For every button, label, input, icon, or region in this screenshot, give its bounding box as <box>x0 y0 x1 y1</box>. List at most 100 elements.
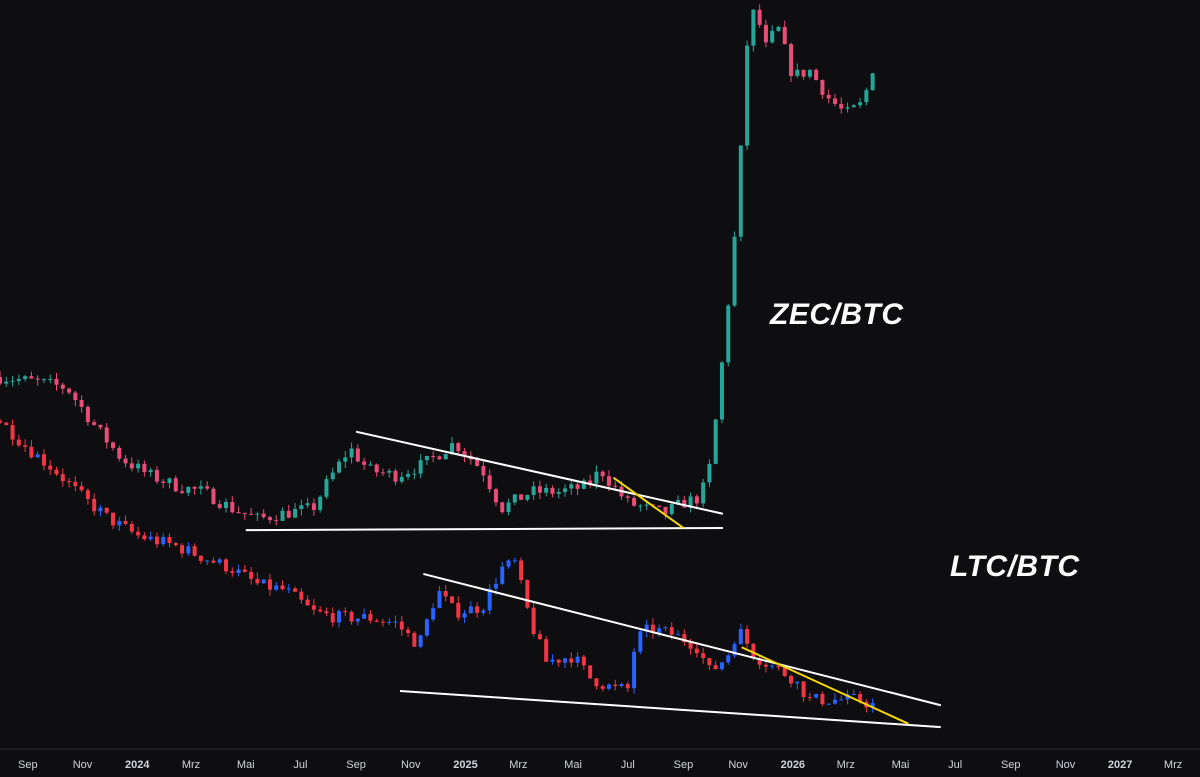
ltc-candle-body <box>870 703 875 708</box>
zec-candle-body <box>688 496 693 508</box>
zec-candle-body <box>186 486 191 493</box>
zec-candle-body <box>267 517 272 521</box>
zec-candle-body <box>431 456 436 458</box>
trendline-white[interactable] <box>399 690 941 729</box>
zec-candle-body <box>293 508 298 518</box>
zec-candle-body <box>355 448 360 462</box>
ltc-candle-body <box>98 507 103 512</box>
zec-candle-body <box>211 488 216 505</box>
zec-candle <box>41 378 46 384</box>
ltc-candle-body <box>619 684 624 686</box>
zec-candle <box>23 374 28 382</box>
zec-candle <box>198 480 203 495</box>
zec-candle <box>807 68 812 79</box>
ltc-candle-body <box>280 585 285 590</box>
ltc-candle <box>29 440 34 459</box>
x-tick-label: Nov <box>73 759 93 771</box>
trendline-white[interactable] <box>355 430 724 515</box>
ltc-candle-body <box>770 665 775 667</box>
ltc-candle <box>569 652 574 668</box>
x-tick-label: Nov <box>728 759 748 771</box>
zec-candle-body <box>79 399 84 407</box>
ltc-candle-body <box>638 631 643 652</box>
zec-candle-body <box>242 512 247 514</box>
ltc-candle <box>650 618 655 639</box>
ltc-candle-body <box>632 651 637 689</box>
zec-candle-body <box>173 478 178 492</box>
ltc-candle <box>738 623 743 645</box>
x-tick-label: 2027 <box>1108 759 1132 771</box>
zec-candle <box>180 484 185 495</box>
zec-candle <box>688 492 693 513</box>
zec-candle-body <box>537 486 542 493</box>
ltc-candle <box>694 642 699 658</box>
zec-candle <box>318 495 323 513</box>
ltc-candle-body <box>481 610 486 613</box>
zec-candle <box>123 455 128 468</box>
zec-candle-body <box>613 485 618 487</box>
zec-candle-body <box>550 487 555 494</box>
zec-candle-body <box>807 69 812 77</box>
zec-candle <box>261 509 266 519</box>
zec-candle <box>85 405 90 426</box>
ltc-candle-body <box>412 633 417 647</box>
zec-candle-body <box>763 24 768 43</box>
x-tick-label: Mai <box>892 759 910 771</box>
zec-candle <box>669 502 674 516</box>
zec-candle <box>870 72 875 91</box>
ltc-candle <box>594 677 599 690</box>
zec-candle-body <box>751 9 756 46</box>
ltc-candle-body <box>475 606 480 613</box>
ltc-candle-body <box>694 648 699 654</box>
ltc-candle-body <box>519 560 524 581</box>
zec-candle <box>299 499 304 516</box>
ltc-candle <box>424 617 429 638</box>
ltc-candle-body <box>311 605 316 610</box>
ltc-candle-body <box>186 546 191 554</box>
ltc-candle-body <box>406 629 411 634</box>
zec-candle <box>224 498 229 513</box>
ltc-candle-body <box>569 658 574 663</box>
ltc-candle-body <box>387 621 392 623</box>
ltc-candle <box>274 581 279 592</box>
ltc-candle-body <box>123 520 128 524</box>
trendline-yellow[interactable] <box>612 476 684 529</box>
x-tick-label: Nov <box>1056 759 1076 771</box>
zec-candle-body <box>10 380 15 382</box>
ltc-candle-body <box>293 588 298 592</box>
ltc-candle-body <box>719 662 724 670</box>
ltc-candle <box>142 532 147 541</box>
ltc-candle <box>537 630 542 641</box>
zec-candle <box>73 390 78 407</box>
zec-candle-body <box>487 475 492 490</box>
zec-candle <box>142 460 147 477</box>
ltc-candle <box>600 684 605 692</box>
ltc-candle-body <box>67 481 72 483</box>
trendline-yellow[interactable] <box>741 646 909 725</box>
x-axis[interactable]: Sep Nov 2024 Mrz Mai Jul Sep Nov 2025 Mrz Mai Jul Se… <box>18 759 1182 771</box>
trendline-white[interactable] <box>423 572 942 707</box>
zec-candle-body <box>92 422 97 425</box>
zec-candle <box>707 459 712 488</box>
ltc-candle-body <box>142 535 147 540</box>
zec-candle-body <box>424 456 429 461</box>
zec-candle <box>35 375 40 386</box>
ltc-candle-body <box>726 655 731 663</box>
zec-candle-body <box>625 496 630 498</box>
zec-candle <box>550 485 555 498</box>
ltc-candle <box>745 625 750 648</box>
zec-candle-body <box>230 501 235 513</box>
zec-candle <box>255 512 260 521</box>
ltc-candle-body <box>657 628 662 633</box>
ltc-candle <box>443 585 448 602</box>
ltc-candle <box>588 665 593 680</box>
zec-candle <box>186 485 191 496</box>
zec-candle <box>29 371 34 379</box>
x-tick-label: Nov <box>401 759 421 771</box>
ltc-candle-body <box>230 571 235 573</box>
trendline-white[interactable] <box>245 526 723 532</box>
ltc-candle-body <box>343 611 348 613</box>
ltc-candle-body <box>600 686 605 689</box>
ltc-candle-body <box>487 588 492 611</box>
